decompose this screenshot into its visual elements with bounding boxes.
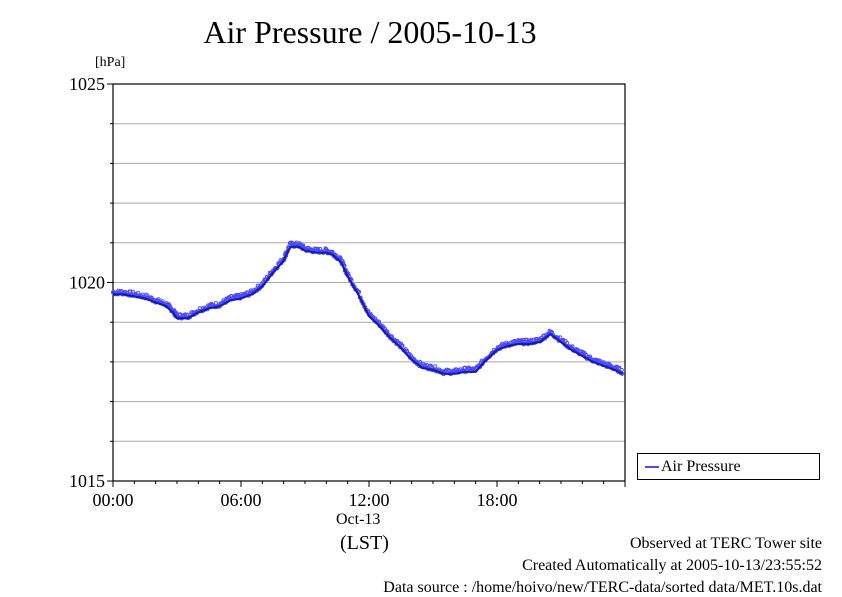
data-point bbox=[315, 246, 321, 252]
data-point bbox=[619, 367, 624, 372]
y-axis-unit-label: [hPa] bbox=[95, 55, 126, 70]
legend-label-air-pressure: Air Pressure bbox=[661, 458, 741, 475]
footer-observed-site: Observed at TERC Tower site bbox=[629, 535, 822, 552]
data-point bbox=[433, 364, 438, 369]
x-axis-timezone-label: (LST) bbox=[340, 532, 389, 554]
footer-created-time: Created Automatically at 2005-10-13/23:5… bbox=[522, 557, 822, 574]
data-point bbox=[614, 365, 619, 370]
data-point bbox=[529, 337, 534, 342]
data-point bbox=[400, 343, 405, 348]
y-tick-label: 1020 bbox=[69, 273, 105, 293]
y-tick-label: 1015 bbox=[69, 471, 105, 491]
x-axis-date-label: Oct-13 bbox=[336, 511, 381, 528]
data-point bbox=[213, 301, 218, 306]
data-point bbox=[417, 359, 423, 364]
chart-title: Air Pressure / 2005-10-13 bbox=[203, 14, 537, 50]
data-point bbox=[149, 295, 154, 300]
data-point bbox=[617, 365, 622, 370]
y-tick-label: 1025 bbox=[69, 74, 105, 94]
x-tick-label: 12:00 bbox=[348, 490, 389, 510]
chart-legend: Air Pressure bbox=[637, 453, 820, 480]
data-point bbox=[301, 243, 306, 248]
x-tick-label: 00:00 bbox=[92, 490, 133, 510]
footer-data-source: Data source : /home/hoivo/new/TERC-data/… bbox=[383, 579, 822, 596]
x-tick-label: 06:00 bbox=[220, 490, 261, 510]
data-point bbox=[376, 319, 381, 324]
data-point bbox=[565, 340, 570, 346]
legend-swatch-air-pressure bbox=[645, 466, 659, 468]
x-tick-label: 18:00 bbox=[476, 490, 517, 510]
data-point bbox=[145, 293, 150, 298]
series-line-air-pressure bbox=[113, 245, 624, 375]
data-point bbox=[570, 344, 575, 349]
data-point bbox=[549, 329, 554, 335]
